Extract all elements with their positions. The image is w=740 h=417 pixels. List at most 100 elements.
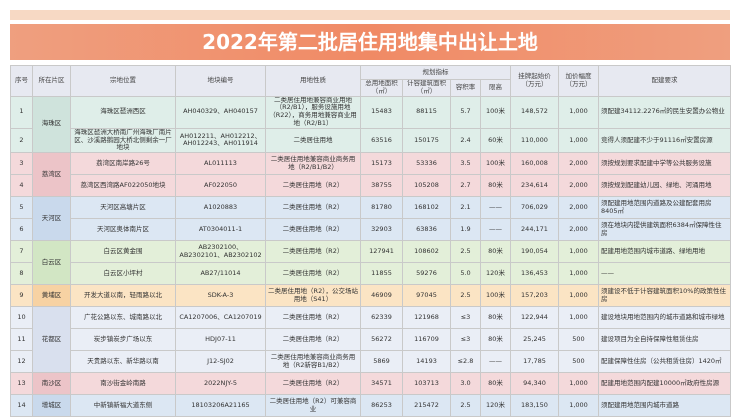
cell-far: 3.5 <box>450 152 481 176</box>
cell-area: 15483 <box>360 95 403 129</box>
cell-height: 80米 <box>480 240 511 264</box>
cell-height: —— <box>480 350 511 374</box>
cell-far: 3.0 <box>450 372 481 396</box>
cell-location: 开发大道以南，轻雨路以北 <box>70 284 176 308</box>
cell-code: J12-SJ02 <box>175 350 266 374</box>
header-row: 序号 所在片区 宗地位置 地块编号 用地性质 规划指标 挂牌起始价（万元） 加价幅度（万元）配… <box>10 65 731 97</box>
cell-code: AB27/11014 <box>175 262 266 286</box>
table-row: 4 荔湾区西湾路AF022050地块 AF022050 二类居住用地（R2） 38755… <box>10 174 731 198</box>
region: 荔湾区 <box>32 152 71 198</box>
cell-gfa: 53336 <box>402 152 451 176</box>
cell-step: 1,000 <box>558 240 599 264</box>
cell-height: 80米 <box>480 372 511 396</box>
cell-use: 二类居住用地（R2） <box>265 262 361 286</box>
cell-gfa: 150175 <box>402 127 451 154</box>
cell-price: 122,944 <box>510 306 559 330</box>
cell-location: 海珠区琶洲大桥南广州海珠厂南片区、沙溪路鹅园大桥北侧剩余一厂地块 <box>70 127 176 154</box>
row-number: 14 <box>10 394 33 417</box>
cell-code: AT0304011-1 <box>175 218 266 242</box>
cell-far: 5.7 <box>450 95 481 129</box>
cell-area: 5869 <box>360 350 403 374</box>
table-row: 10 花都区 广花公路以东、城南路以北 CA1207006、CA1207019 二类居住… <box>10 306 731 374</box>
cell-price: 190,054 <box>510 240 559 264</box>
cell-price: 706,029 <box>510 196 559 220</box>
cell-use: 二类居住用地（R2） <box>265 218 361 242</box>
top-stripe <box>10 10 730 20</box>
table-row: 6 天河区奥体南片区 AT0304011-1 二类居住用地（R2） 32903 63836… <box>10 218 731 242</box>
cell-location: 南沙街金岭南路 <box>70 372 176 396</box>
requirement: 须按规划要求配建中学等公共服务设施 <box>598 152 731 176</box>
cell-height: 100米 <box>480 152 511 176</box>
cell-area: 34571 <box>360 372 403 396</box>
region: 花都区 <box>32 306 71 374</box>
cell-price: 17,785 <box>510 350 559 374</box>
cell-use: 二类居住用地（R2） <box>265 306 361 330</box>
cell-far: ≤3 <box>450 328 481 352</box>
cell-price: 234,614 <box>510 174 559 198</box>
cell-use: 二类居住用地兼容商业商务用地（R2/B1/B2） <box>265 152 361 176</box>
cell-height: 120米 <box>480 262 511 286</box>
row-number: 10 <box>10 306 33 330</box>
row-number: 4 <box>10 174 33 198</box>
cell-step: 2,000 <box>558 174 599 198</box>
cell-far: 2.4 <box>450 127 481 154</box>
cell-area: 11855 <box>360 262 403 286</box>
requirement: 配建保障性住房（公共租赁住房）1420㎡ <box>598 350 731 374</box>
requirement: 须按规划配建幼儿园、绿地、河涌用地 <box>598 174 731 198</box>
column-header: 所在片区 <box>32 65 71 97</box>
row-number: 9 <box>10 284 33 308</box>
cell-far: 2.5 <box>450 240 481 264</box>
cell-code: 2022NJY-5 <box>175 372 266 396</box>
cell-height: 100米 <box>480 284 511 308</box>
cell-step: 1,000 <box>558 284 599 308</box>
cell-area: 63516 <box>360 127 403 154</box>
cell-price: 25,245 <box>510 328 559 352</box>
region: 黄埔区 <box>32 284 71 308</box>
cell-use: 二类居住用地（R2）可兼容商业 <box>265 394 361 417</box>
cell-step: 1,000 <box>558 127 599 154</box>
requirement: 须配建34112.2276㎡的民生安置办公物业 <box>598 95 731 129</box>
cell-area: 86253 <box>360 394 403 417</box>
cell-step: 2,000 <box>558 152 599 176</box>
row-number: 5 <box>10 196 33 220</box>
table-row: 9 黄埔区 开发大道以南，轻雨路以北 SDK-A-3 二类居住用地（R2），公交场站用地… <box>10 284 731 308</box>
region: 增城区 <box>32 394 71 417</box>
column-header: 配建要求 <box>598 65 731 97</box>
cell-location: 广花公路以东、城南路以北 <box>70 306 176 330</box>
requirement: 须配建用地范围内道路及公建配套用房8405㎡ <box>598 196 731 220</box>
cell-code: AF022050 <box>175 174 266 198</box>
table-row: 1 海珠区 海珠区琶洲西区 AH040329、AH040157 二类居住用地兼容商业用地… <box>10 95 731 154</box>
table-row: 3 荔湾区 荔湾区南岸路26号 AL011113 二类居住用地兼容商业商务用地（R2/B… <box>10 152 731 198</box>
cell-use: 二类居住用地（R2） <box>265 328 361 352</box>
cell-step: 500 <box>558 328 599 352</box>
cell-price: 110,000 <box>510 127 559 154</box>
table-row: 5 天河区 天河区高塘片区 A1020883 二类居住用地（R2） 81780 168102… <box>10 196 731 242</box>
row-number: 1 <box>10 95 33 129</box>
cell-far: 2.7 <box>450 174 481 198</box>
cell-use: 二类居住用地（R2），公交场站用地（S41） <box>265 284 361 308</box>
table-row: 12 天贵路以东、新华路以南 J12-SJ02 二类居住用地兼容商业商务用地（R2新容… <box>10 350 731 374</box>
row-number: 7 <box>10 240 33 264</box>
requirement: 须建设不低于计容建筑面积10%的政策性住房 <box>598 284 731 308</box>
cell-area: 15173 <box>360 152 403 176</box>
cell-far: 5.0 <box>450 262 481 286</box>
cell-use: 二类居住用地（R2） <box>265 372 361 396</box>
table-row: 13 南沙区 南沙街金岭南路 2022NJY-5 二类居住用地（R2） 34571 1037… <box>10 372 731 396</box>
requirement: 配建用地范围内城市道路、绿地用地 <box>598 240 731 264</box>
cell-code: AH012211、AH012212、AH012243、AH011914 <box>175 127 266 154</box>
group-header: 规划指标 <box>360 65 511 80</box>
cell-location: 天河区高塘片区 <box>70 196 176 220</box>
cell-code: CA1207006、CA1207019 <box>175 306 266 330</box>
cell-use: 二类居住用地（R2） <box>265 240 361 264</box>
cell-use: 二类居住用地兼容商业商务用地（R2新容B1/B2） <box>265 350 361 374</box>
cell-height: 80米 <box>480 306 511 330</box>
row-number: 6 <box>10 218 33 242</box>
cell-code: AB2302100、AB2302101、AB2302102 <box>175 240 266 264</box>
row-number: 13 <box>10 372 33 396</box>
cell-area: 56272 <box>360 328 403 352</box>
region: 南沙区 <box>32 372 71 396</box>
cell-step: 1,000 <box>558 262 599 286</box>
cell-height: 120米 <box>480 394 511 417</box>
requirement: 须在地块内提供建筑面积6384㎡保障性住房 <box>598 218 731 242</box>
